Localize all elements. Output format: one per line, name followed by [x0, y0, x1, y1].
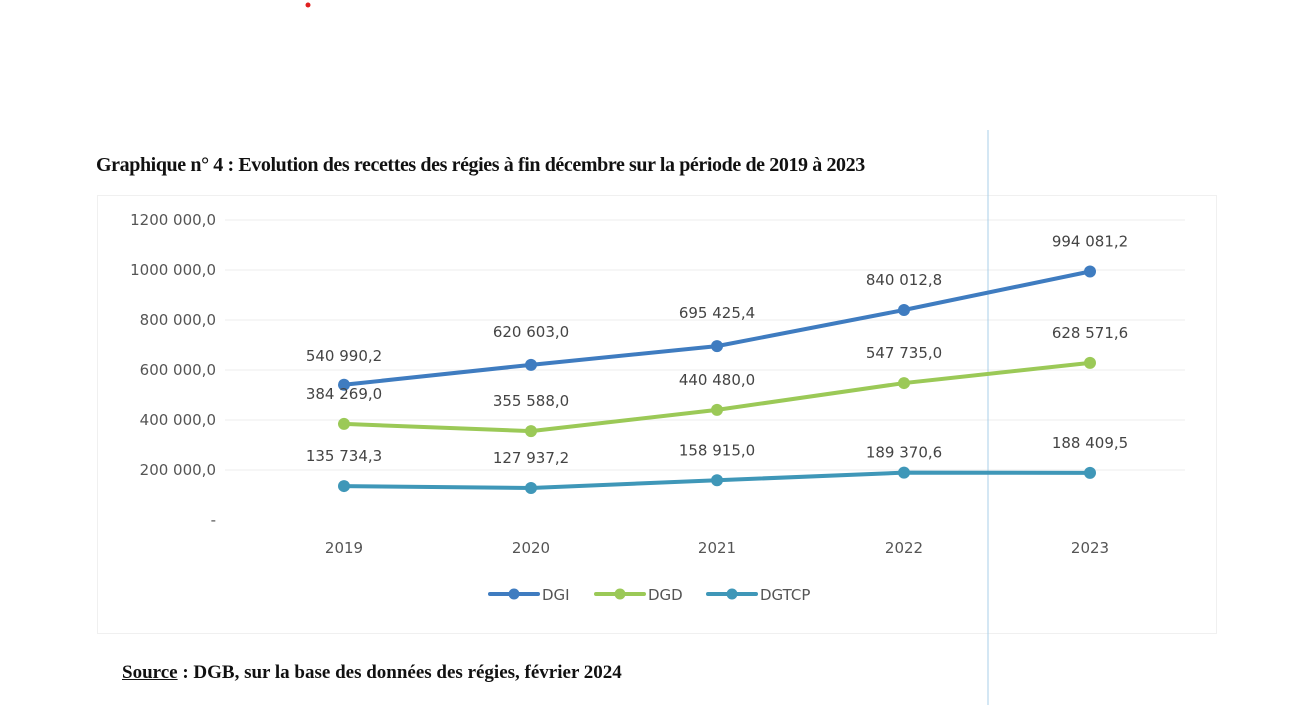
source-label: Source [122, 662, 178, 683]
data-point-dgtcp [898, 466, 910, 479]
data-point-dgd [338, 417, 350, 430]
data-label-dgtcp: 188 409,5 [1052, 434, 1128, 452]
legend-label-dgtcp: DGTCP [760, 586, 810, 604]
data-label-dgd: 628 571,6 [1052, 324, 1128, 342]
legend-marker-dgtcp [726, 588, 738, 600]
data-point-dgi [338, 378, 350, 391]
x-tick-label: 2023 [1071, 539, 1109, 557]
data-label-dgtcp: 189 370,6 [866, 444, 942, 462]
x-tick-label: 2021 [698, 539, 736, 557]
data-point-dgd [1084, 356, 1096, 369]
y-tick-label: 1200 000,0 [130, 211, 216, 229]
source-text: : DGB, sur la base des données des régie… [177, 662, 622, 683]
data-label-dgtcp: 135 734,3 [306, 447, 382, 465]
data-point-dgi [711, 340, 723, 353]
legend-marker-dgi [508, 588, 520, 600]
data-point-dgi [1084, 265, 1096, 278]
data-point-dgd [711, 403, 723, 416]
data-label-dgi: 620 603,0 [493, 323, 569, 341]
x-tick-label: 2022 [885, 539, 923, 557]
y-tick-label: - [211, 511, 216, 529]
data-point-dgi [898, 303, 910, 316]
y-tick-label: 600 000,0 [140, 361, 216, 379]
chart-title: Graphique n° 4 : Evolution des recettes … [96, 154, 865, 176]
data-label-dgi: 540 990,2 [306, 347, 382, 365]
data-label-dgi: 840 012,8 [866, 271, 942, 289]
legend-label-dgd: DGD [648, 586, 683, 604]
red-dot-mark [305, 2, 311, 8]
legend-label-dgi: DGI [542, 586, 570, 604]
data-label-dgtcp: 127 937,2 [493, 449, 569, 467]
data-point-dgd [898, 377, 910, 390]
data-label-dgd: 355 588,0 [493, 392, 569, 410]
y-tick-label: 200 000,0 [140, 461, 216, 479]
data-point-dgtcp [711, 474, 723, 487]
y-tick-label: 400 000,0 [140, 411, 216, 429]
data-point-dgtcp [1084, 466, 1096, 479]
data-point-dgtcp [525, 482, 537, 495]
y-tick-label: 800 000,0 [140, 311, 216, 329]
data-label-dgd: 440 480,0 [679, 371, 755, 389]
source-note: Source : DGB, sur la base des données de… [122, 662, 622, 684]
data-label-dgtcp: 158 915,0 [679, 441, 755, 459]
x-tick-label: 2020 [512, 539, 550, 557]
data-point-dgtcp [338, 480, 350, 493]
series-line-dgi [342, 269, 1092, 387]
data-label-dgd: 384 269,0 [306, 385, 382, 403]
data-label-dgi: 695 425,4 [679, 304, 755, 322]
y-tick-label: 1000 000,0 [130, 261, 216, 279]
data-label-dgd: 547 735,0 [866, 344, 942, 362]
data-point-dgi [525, 358, 537, 371]
data-point-dgd [525, 425, 537, 438]
data-label-dgi: 994 081,2 [1052, 232, 1128, 250]
x-tick-label: 2019 [325, 539, 363, 557]
chart-frame [97, 195, 1217, 634]
legend-marker-dgd [614, 588, 626, 600]
